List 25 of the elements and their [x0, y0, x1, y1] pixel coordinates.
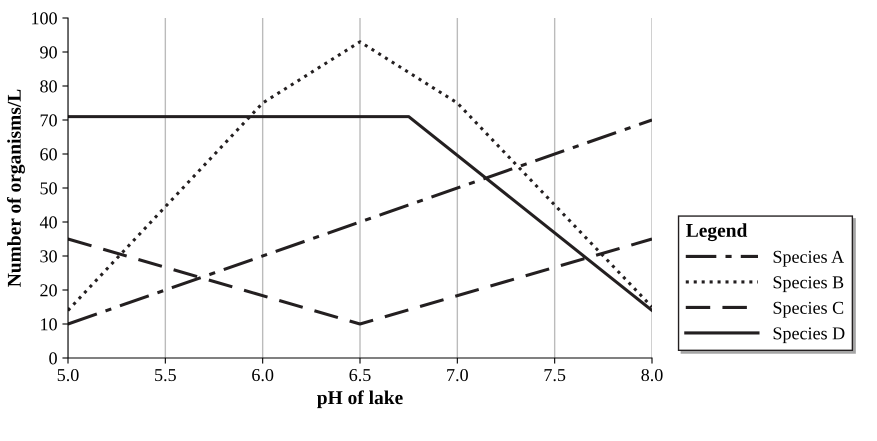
y-tick-label: 20 — [40, 284, 57, 296]
x-tick-label: 8.0 — [641, 368, 663, 382]
x-tick-label: 5.0 — [58, 368, 79, 382]
y-axis-title: Number of organisms/L — [6, 90, 25, 287]
x-tick-label: 5.5 — [155, 369, 176, 382]
legend-label: Species C — [774, 302, 844, 318]
y-tick-label: 30 — [40, 250, 57, 262]
y-tick-label: 60 — [40, 148, 57, 160]
y-tick-label: 10 — [41, 318, 57, 330]
y-tick-label: 80 — [40, 80, 57, 92]
legend-label: Species D — [774, 327, 844, 344]
x-axis-title: pH of lake — [317, 390, 403, 408]
x-tick-label: 7.5 — [544, 369, 566, 382]
legend-label: Species B — [774, 276, 844, 292]
y-tick-label: 0 — [49, 352, 57, 364]
legend-label: Species A — [774, 250, 844, 267]
y-tick-label: 40 — [40, 216, 57, 228]
y-tick-label: 70 — [40, 114, 57, 126]
x-tick-label: 6.5 — [349, 368, 371, 382]
x-tick-label: 6.0 — [252, 368, 274, 382]
y-tick-label: 100 — [32, 12, 57, 24]
x-tick-label: 7.0 — [447, 368, 468, 382]
legend-title: Legend — [686, 223, 748, 242]
y-tick-label: 50 — [40, 182, 57, 194]
y-tick-label: 90 — [40, 46, 57, 58]
